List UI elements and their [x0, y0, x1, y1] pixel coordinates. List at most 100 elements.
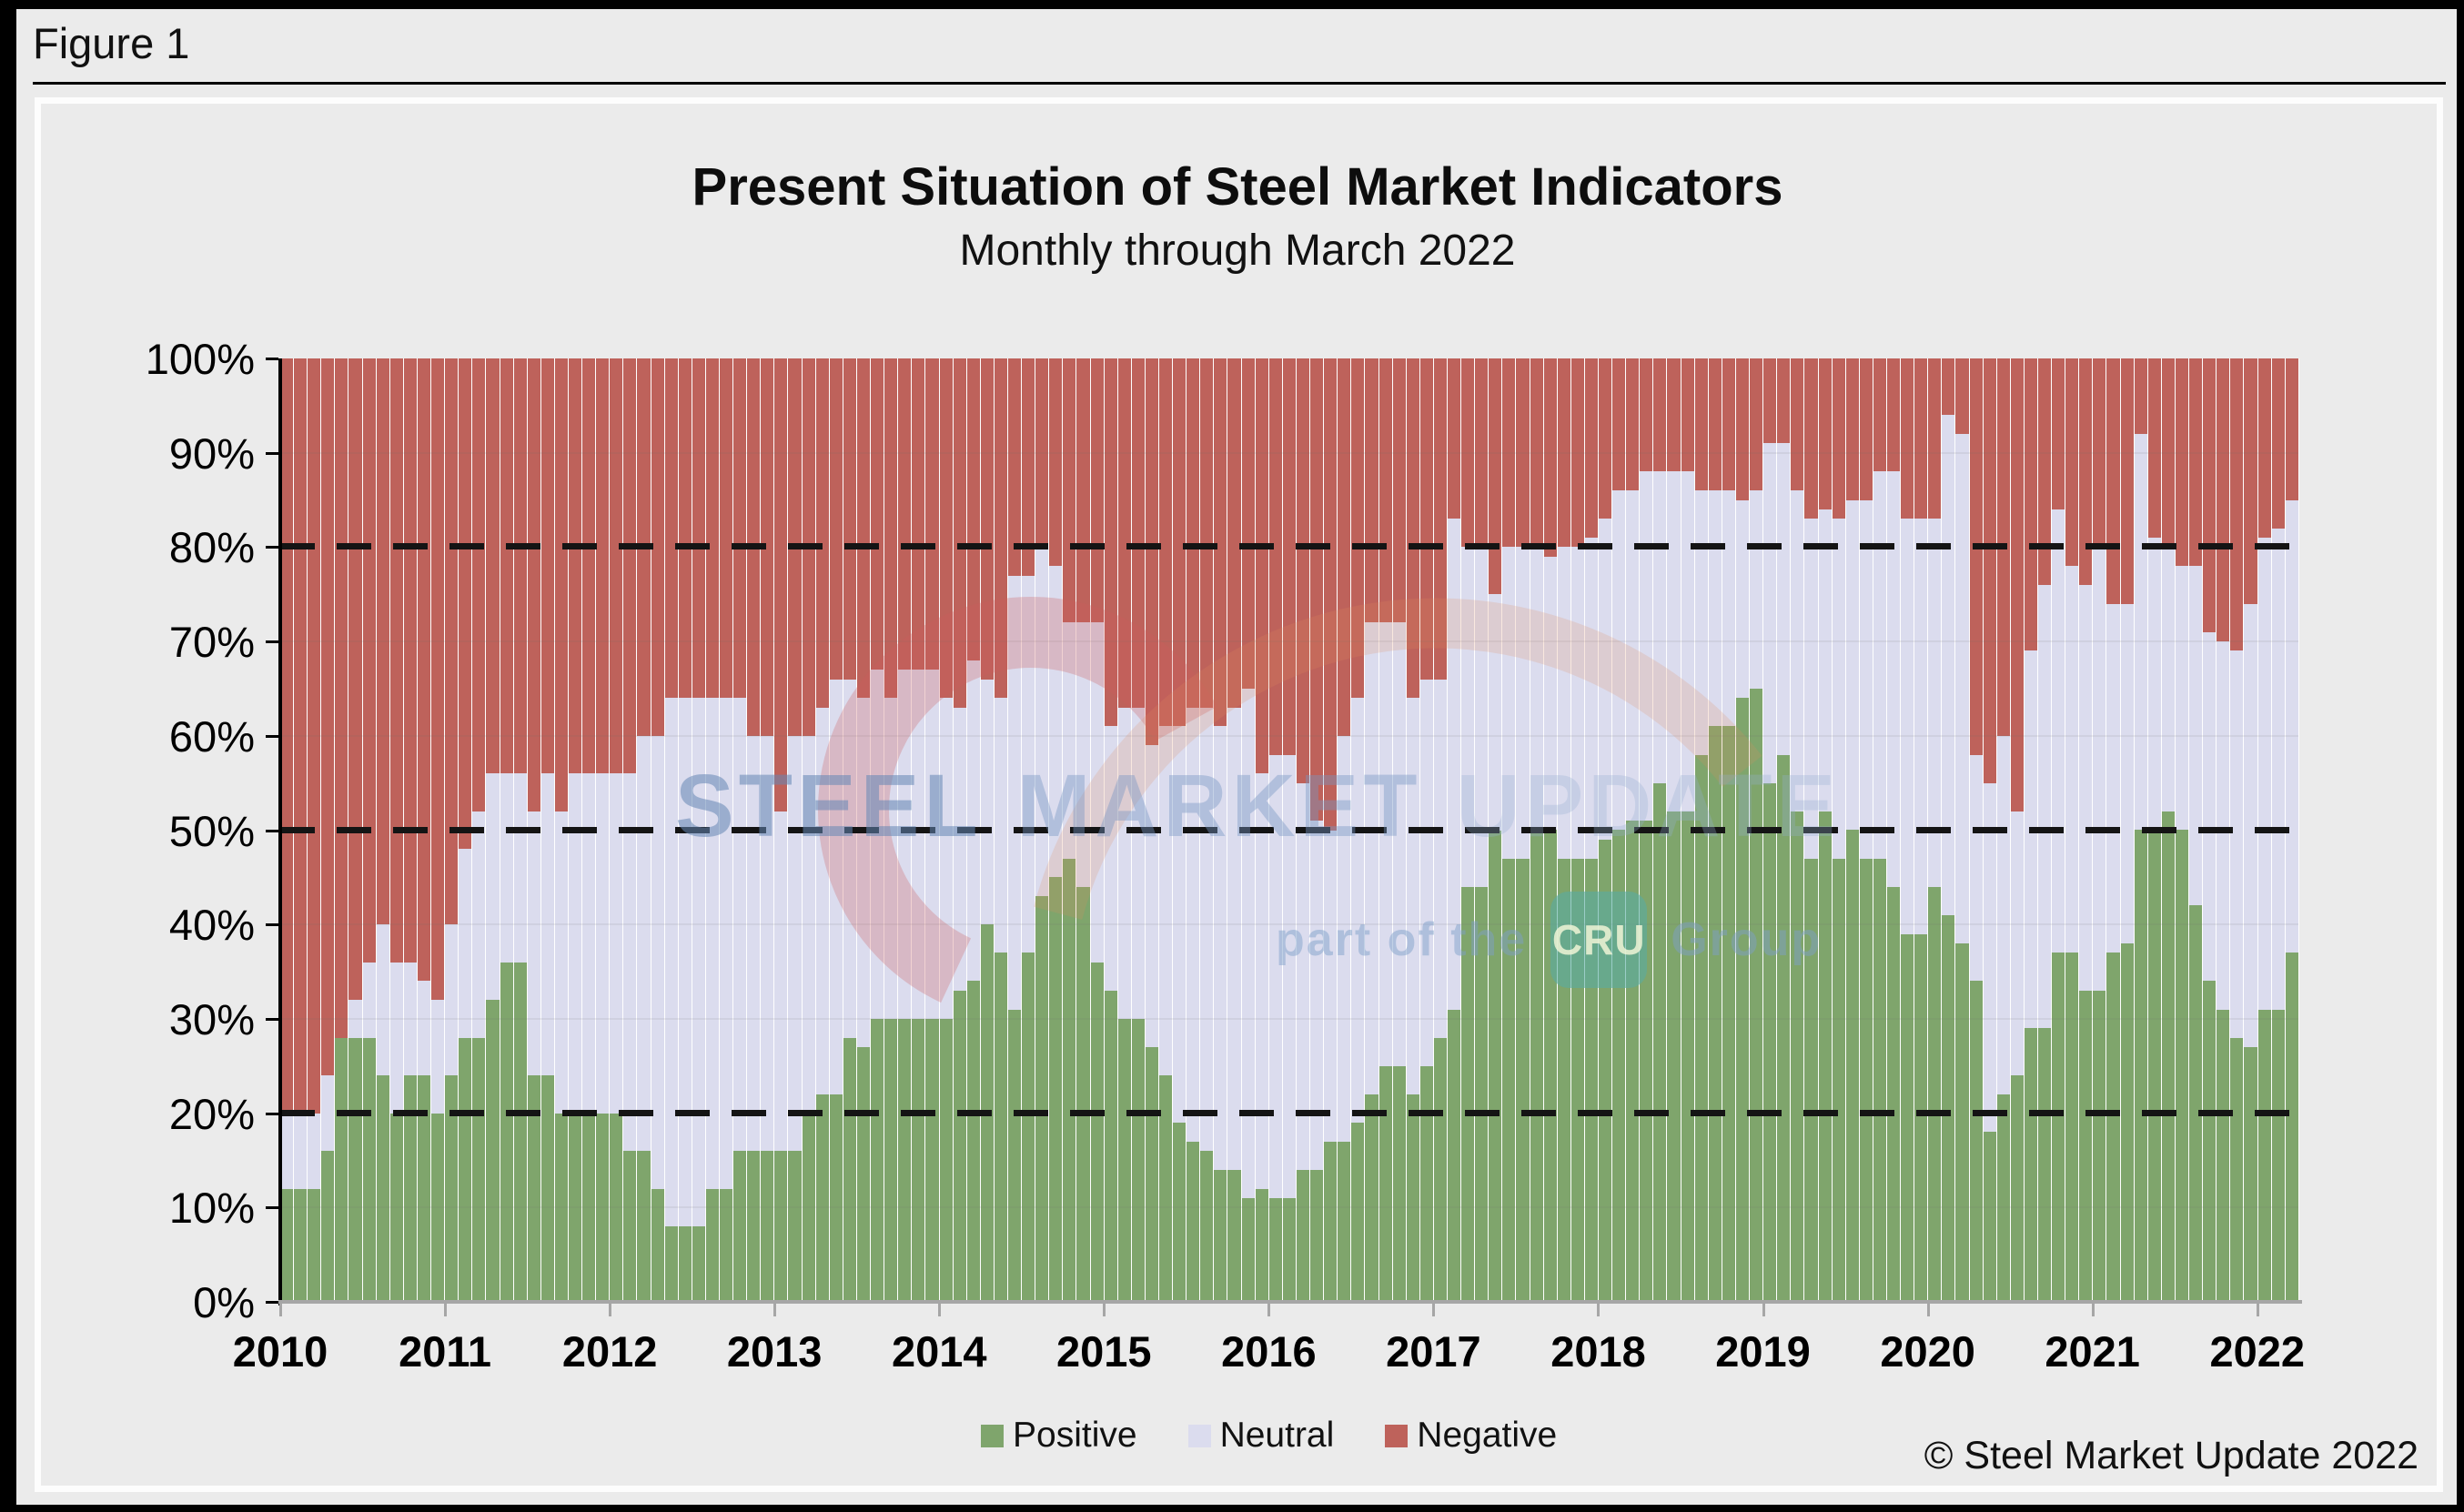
segment-positive — [1735, 698, 1750, 1302]
segment-positive — [2147, 830, 2161, 1302]
segment-positive — [843, 1037, 856, 1302]
segment-neutral — [417, 981, 431, 1076]
segment-neutral — [610, 773, 623, 1114]
y-tick — [266, 734, 278, 738]
gridline-70 — [280, 640, 2298, 643]
bar-column — [527, 358, 541, 1302]
segment-neutral — [1338, 735, 1351, 1142]
segment-positive — [1076, 886, 1090, 1302]
segment-positive — [1708, 726, 1722, 1302]
segment-negative — [2065, 358, 2079, 567]
segment-positive — [2217, 1009, 2230, 1302]
segment-negative — [2106, 358, 2120, 604]
segment-negative — [1886, 358, 1901, 472]
segment-negative — [1777, 358, 1791, 444]
bar-column — [871, 358, 885, 1302]
figure-label: Figure 1 — [33, 19, 190, 67]
segment-negative — [500, 358, 513, 774]
segment-positive — [596, 1113, 610, 1302]
segment-positive — [1173, 1122, 1187, 1302]
segment-neutral — [1406, 698, 1419, 1094]
x-tick — [609, 1304, 612, 1316]
segment-positive — [1763, 782, 1777, 1302]
segment-neutral — [774, 811, 788, 1152]
segment-negative — [2217, 358, 2230, 642]
segment-negative — [1104, 358, 1117, 727]
segment-positive — [1241, 1197, 1255, 1302]
legend-label: Positive — [1013, 1416, 1137, 1455]
segment-neutral — [2120, 603, 2134, 943]
y-tick — [266, 1112, 278, 1115]
segment-neutral — [1378, 622, 1392, 1066]
segment-positive — [472, 1037, 486, 1302]
segment-positive — [815, 1094, 829, 1302]
segment-neutral — [1296, 782, 1310, 1170]
segment-negative — [1049, 358, 1063, 567]
gridline-30 — [280, 1017, 2298, 1020]
segment-positive — [1886, 886, 1901, 1302]
bar-column — [1969, 358, 1984, 1302]
segment-negative — [1914, 358, 1928, 519]
gridline-90 — [280, 451, 2298, 454]
segment-negative — [912, 358, 925, 670]
segment-positive — [720, 1188, 733, 1302]
chart-title: Present Situation of Steel Market Indica… — [692, 157, 1783, 217]
segment-neutral — [1584, 538, 1598, 859]
segment-neutral — [692, 698, 705, 1227]
segment-positive — [1722, 726, 1735, 1302]
segment-neutral — [2052, 509, 2065, 953]
segment-neutral — [2093, 547, 2106, 991]
segment-positive — [2161, 811, 2175, 1302]
segment-positive — [1516, 858, 1530, 1302]
segment-positive — [1145, 1046, 1158, 1302]
segment-neutral — [1983, 782, 1996, 1133]
segment-negative — [389, 358, 403, 963]
segment-positive — [678, 1226, 692, 1302]
segment-neutral — [2024, 650, 2037, 1029]
gridline-10 — [280, 1206, 2298, 1209]
segment-positive — [2052, 953, 2065, 1302]
segment-negative — [582, 358, 596, 774]
bar-column — [2120, 358, 2135, 1302]
y-axis-label: 70% — [168, 618, 255, 667]
segment-neutral — [1750, 490, 1763, 689]
x-tick — [2091, 1304, 2095, 1316]
segment-neutral — [1173, 726, 1187, 1123]
plot-area — [280, 358, 2299, 1302]
segment-positive — [280, 1188, 294, 1302]
y-tick — [266, 1301, 278, 1304]
segment-negative — [1626, 358, 1640, 491]
segment-neutral — [1708, 490, 1722, 727]
segment-positive — [2244, 1046, 2257, 1302]
segment-neutral — [2257, 538, 2271, 1010]
segment-negative — [1461, 358, 1475, 548]
segment-neutral — [1214, 726, 1227, 1170]
segment-neutral — [1489, 594, 1502, 831]
segment-positive — [1419, 1065, 1433, 1302]
segment-positive — [2203, 981, 2217, 1302]
segment-neutral — [1681, 471, 1694, 811]
segment-neutral — [1200, 707, 1214, 1152]
segment-neutral — [1419, 679, 1433, 1066]
x-axis-label: 2019 — [1715, 1327, 1811, 1376]
x-axis-label: 2015 — [1056, 1327, 1152, 1376]
x-tick — [1926, 1304, 1930, 1316]
segment-negative — [1873, 358, 1886, 472]
segment-negative — [1187, 358, 1200, 708]
bar-column — [1296, 358, 1311, 1302]
segment-negative — [1791, 358, 1804, 491]
segment-positive — [1955, 942, 1969, 1302]
segment-neutral — [1530, 547, 1543, 831]
segment-neutral — [1447, 519, 1461, 1010]
segment-neutral — [939, 698, 953, 1019]
segment-neutral — [294, 1113, 308, 1189]
segment-positive — [1131, 1018, 1145, 1302]
segment-neutral — [664, 698, 678, 1227]
x-tick — [938, 1304, 942, 1316]
segment-negative — [2024, 358, 2037, 651]
segment-neutral — [1351, 698, 1365, 1123]
segment-negative — [2120, 358, 2134, 604]
segment-neutral — [2106, 603, 2120, 953]
segment-neutral — [1063, 622, 1076, 859]
segment-neutral — [1187, 707, 1200, 1142]
